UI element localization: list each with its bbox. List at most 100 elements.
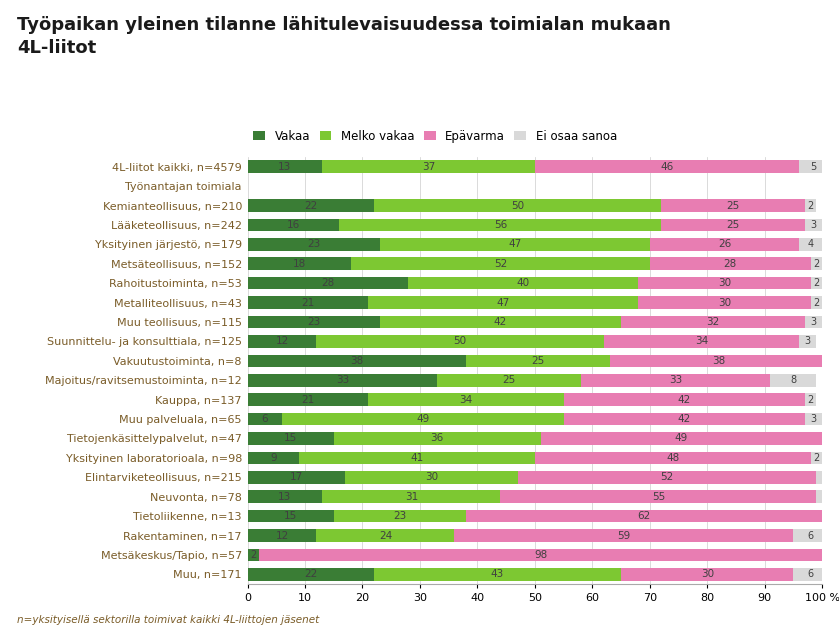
Text: 6: 6 — [808, 531, 814, 541]
Text: 49: 49 — [675, 433, 688, 443]
Text: 23: 23 — [307, 317, 320, 327]
Text: 38: 38 — [350, 356, 363, 366]
Bar — [604, 335, 800, 348]
Text: 34: 34 — [459, 394, 472, 404]
Text: 3: 3 — [810, 317, 816, 327]
Bar — [500, 490, 816, 503]
Bar — [248, 277, 409, 290]
Text: 37: 37 — [422, 161, 435, 171]
Bar — [810, 277, 822, 290]
Bar — [334, 432, 540, 445]
Text: 15: 15 — [284, 511, 297, 521]
Text: 42: 42 — [678, 414, 690, 424]
Bar — [248, 354, 466, 367]
Text: 32: 32 — [706, 317, 720, 327]
Bar — [816, 471, 822, 484]
Text: 13: 13 — [279, 492, 291, 502]
Text: 30: 30 — [718, 298, 731, 308]
Text: 52: 52 — [660, 472, 674, 482]
Bar — [345, 471, 518, 484]
Bar — [248, 529, 316, 542]
Bar — [805, 393, 816, 406]
Bar — [805, 413, 822, 425]
Text: Työpaikan yleinen tilanne lähitulevaisuudessa toimialan mukaan
4L-liitot: Työpaikan yleinen tilanne lähitulevaisuu… — [17, 16, 670, 57]
Bar — [638, 296, 810, 309]
Bar — [248, 296, 368, 309]
Text: 40: 40 — [517, 278, 530, 288]
Text: 5: 5 — [810, 161, 816, 171]
Text: 16: 16 — [287, 220, 300, 230]
Bar — [334, 510, 466, 522]
Bar — [248, 199, 374, 212]
Bar — [535, 452, 810, 464]
Text: 47: 47 — [497, 298, 510, 308]
Text: 31: 31 — [404, 492, 418, 502]
Text: 2: 2 — [813, 453, 820, 463]
Bar — [581, 374, 770, 386]
Bar — [661, 199, 805, 212]
Bar — [564, 413, 805, 425]
Text: 12: 12 — [275, 337, 289, 347]
Text: 22: 22 — [304, 570, 317, 580]
Text: 24: 24 — [379, 531, 392, 541]
Bar — [316, 529, 455, 542]
Text: 25: 25 — [503, 375, 516, 385]
Text: 23: 23 — [393, 511, 406, 521]
Legend: Vakaa, Melko vakaa, Epävarma, Ei osaa sanoa: Vakaa, Melko vakaa, Epävarma, Ei osaa sa… — [253, 129, 617, 143]
Bar — [800, 238, 822, 251]
Bar — [248, 393, 368, 406]
Bar — [248, 257, 351, 270]
Text: 23: 23 — [307, 239, 320, 249]
Text: 62: 62 — [638, 511, 651, 521]
Bar — [805, 199, 816, 212]
Text: 2: 2 — [250, 550, 257, 560]
Text: n=yksityisellä sektorilla toimivat kaikki 4L-liittojen jäsenet: n=yksityisellä sektorilla toimivat kaikk… — [17, 615, 319, 625]
Text: 3: 3 — [810, 414, 816, 424]
Text: 2: 2 — [813, 259, 820, 269]
Text: 28: 28 — [724, 259, 737, 269]
Bar — [248, 335, 316, 348]
Bar — [610, 354, 828, 367]
Bar — [248, 568, 374, 581]
Bar — [455, 529, 794, 542]
Bar — [535, 160, 800, 173]
Bar — [248, 238, 380, 251]
Bar — [380, 238, 649, 251]
Bar — [816, 490, 822, 503]
Bar — [810, 452, 822, 464]
Text: 50: 50 — [454, 337, 466, 347]
Bar — [466, 354, 610, 367]
Bar — [248, 316, 380, 328]
Text: 2: 2 — [808, 394, 814, 404]
Text: 6: 6 — [808, 570, 814, 580]
Bar — [248, 374, 437, 386]
Text: 42: 42 — [678, 394, 690, 404]
Text: 47: 47 — [508, 239, 521, 249]
Text: 56: 56 — [494, 220, 507, 230]
Text: 18: 18 — [293, 259, 306, 269]
Bar — [322, 490, 500, 503]
Text: 42: 42 — [494, 317, 507, 327]
Bar — [794, 568, 828, 581]
Text: 98: 98 — [534, 550, 547, 560]
Bar — [374, 568, 621, 581]
Text: 59: 59 — [618, 531, 631, 541]
Text: 15: 15 — [284, 433, 297, 443]
Bar — [810, 296, 822, 309]
Bar — [650, 238, 800, 251]
Bar — [409, 277, 638, 290]
Text: 21: 21 — [301, 298, 315, 308]
Bar — [770, 374, 816, 386]
Bar — [800, 160, 828, 173]
Text: 38: 38 — [712, 356, 726, 366]
Bar — [248, 413, 282, 425]
Text: 26: 26 — [718, 239, 731, 249]
Text: 9: 9 — [270, 453, 277, 463]
Bar — [282, 413, 564, 425]
Bar — [810, 257, 822, 270]
Text: 50: 50 — [511, 200, 524, 210]
Text: 2: 2 — [813, 278, 820, 288]
Bar — [800, 335, 816, 348]
Text: 41: 41 — [410, 453, 424, 463]
Bar — [564, 393, 805, 406]
